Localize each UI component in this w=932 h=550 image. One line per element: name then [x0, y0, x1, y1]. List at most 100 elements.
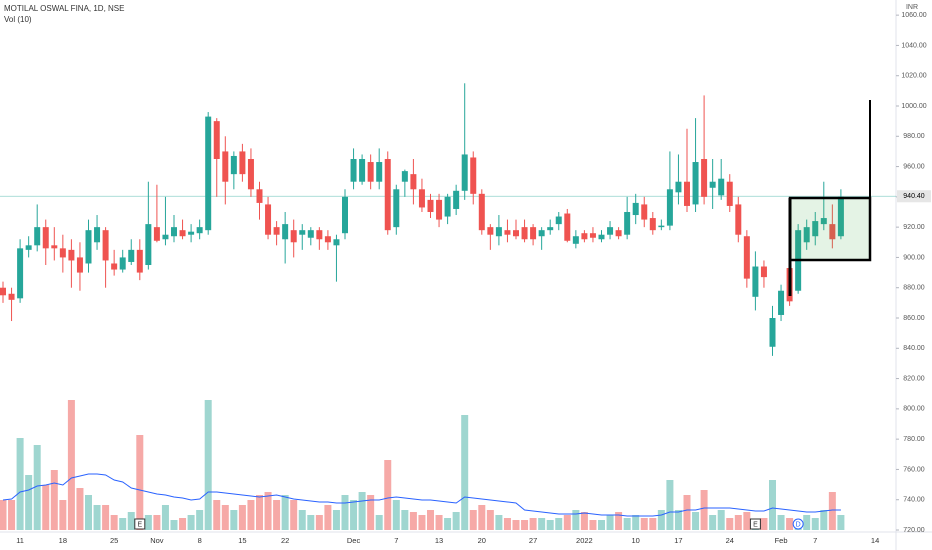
candle-body [478, 193, 485, 231]
candle-body [743, 236, 750, 279]
volume-bar [717, 510, 725, 530]
candle-body [299, 230, 306, 235]
y-tick-label: 1060.00 [901, 12, 926, 19]
volume-bar [0, 500, 7, 530]
candle-body [136, 249, 143, 273]
event-label: D [796, 521, 801, 528]
volume-bar [315, 515, 323, 530]
currency-label: INR [906, 4, 918, 11]
volume-bar [572, 510, 580, 530]
volume-bar [580, 512, 588, 530]
volume-bar [170, 520, 178, 530]
marks [0, 83, 896, 530]
volume-bar [538, 518, 546, 530]
candle-body [572, 236, 579, 244]
x-tick-label: 22 [281, 536, 289, 545]
volume-bar [777, 515, 785, 530]
volume-bar [307, 515, 315, 530]
x-tick-label: 24 [726, 536, 734, 545]
candle-body [290, 230, 297, 243]
last-price-label: 940.40 [903, 193, 925, 200]
candle-body [76, 257, 83, 273]
candle-body [153, 227, 160, 241]
volume-bar [469, 510, 477, 530]
y-tick-label: 760.00 [903, 466, 925, 473]
volume-bar [803, 515, 811, 530]
last-price-badge [897, 190, 931, 203]
volume-bar [709, 515, 717, 530]
drawn-box [788, 196, 872, 262]
volume-bar [392, 500, 400, 530]
volume-bar [153, 515, 161, 530]
volume-bar [281, 495, 289, 530]
volume-bar [119, 518, 127, 530]
volume-bar [743, 512, 751, 530]
candle-body [342, 196, 348, 234]
candle-body [247, 159, 254, 190]
candle-body [470, 157, 477, 194]
volume-bar [563, 515, 571, 530]
candle-body [461, 154, 468, 191]
volume-bar [204, 400, 212, 530]
candle-body [25, 245, 32, 250]
y-tick-label: 1020.00 [901, 73, 926, 80]
volume-bar [811, 518, 819, 530]
candle-body [393, 189, 400, 228]
volume-bar [529, 518, 537, 530]
candle-body [641, 204, 648, 220]
y-tick-label: 740.00 [903, 497, 925, 504]
volume-bar [179, 518, 187, 530]
candle-body [410, 174, 417, 190]
candle-body [589, 233, 596, 238]
volume-bar [127, 512, 135, 530]
volume-bar [760, 518, 768, 530]
volume-bar [238, 505, 246, 530]
volume-bar [657, 510, 665, 530]
candle-body [119, 257, 126, 270]
candle-body [453, 190, 460, 209]
candle-body [530, 227, 537, 240]
candle-body [128, 249, 135, 262]
volume-bar [427, 510, 434, 530]
volume-bar [324, 505, 332, 530]
candle-body [85, 230, 92, 264]
x-tick-label: Feb [775, 536, 788, 545]
volume-bar [93, 505, 101, 530]
x-tick-label: Nov [150, 536, 164, 545]
x-tick-label: 7 [394, 536, 398, 545]
volume-bar [42, 485, 50, 530]
candle-body [684, 181, 690, 206]
candle-body [658, 225, 665, 228]
candle-body [624, 212, 631, 235]
candle-body [222, 151, 229, 182]
volume-bar [85, 495, 92, 530]
volume-bar [341, 495, 349, 530]
volume-bar [375, 515, 383, 530]
volume-bar [256, 495, 263, 530]
volume-bar [409, 512, 417, 530]
volume-bar [692, 512, 700, 530]
candle-body [487, 227, 494, 235]
candle-body [615, 230, 622, 237]
candle-body [111, 263, 118, 270]
x-tick-label: 2022 [576, 536, 593, 545]
candle-body [0, 287, 6, 296]
volume-bar [632, 515, 640, 530]
volume-bar [144, 515, 152, 530]
volume-bar [683, 495, 691, 530]
volume-bar [589, 520, 597, 530]
volume-bar [623, 518, 631, 530]
x-tick-label: 8 [198, 536, 202, 545]
x-tick-label: 25 [110, 536, 118, 545]
volume-bar [196, 510, 204, 530]
candle-body [436, 199, 443, 220]
candle-body [513, 230, 519, 237]
x-tick-label: 18 [59, 536, 67, 545]
candle-body [17, 248, 24, 299]
volume-bar [828, 492, 836, 530]
candle-body [555, 216, 562, 225]
x-tick-label: 17 [674, 536, 682, 545]
candle-body [418, 189, 425, 208]
candle-body [102, 230, 109, 261]
volume-bar [213, 500, 221, 530]
